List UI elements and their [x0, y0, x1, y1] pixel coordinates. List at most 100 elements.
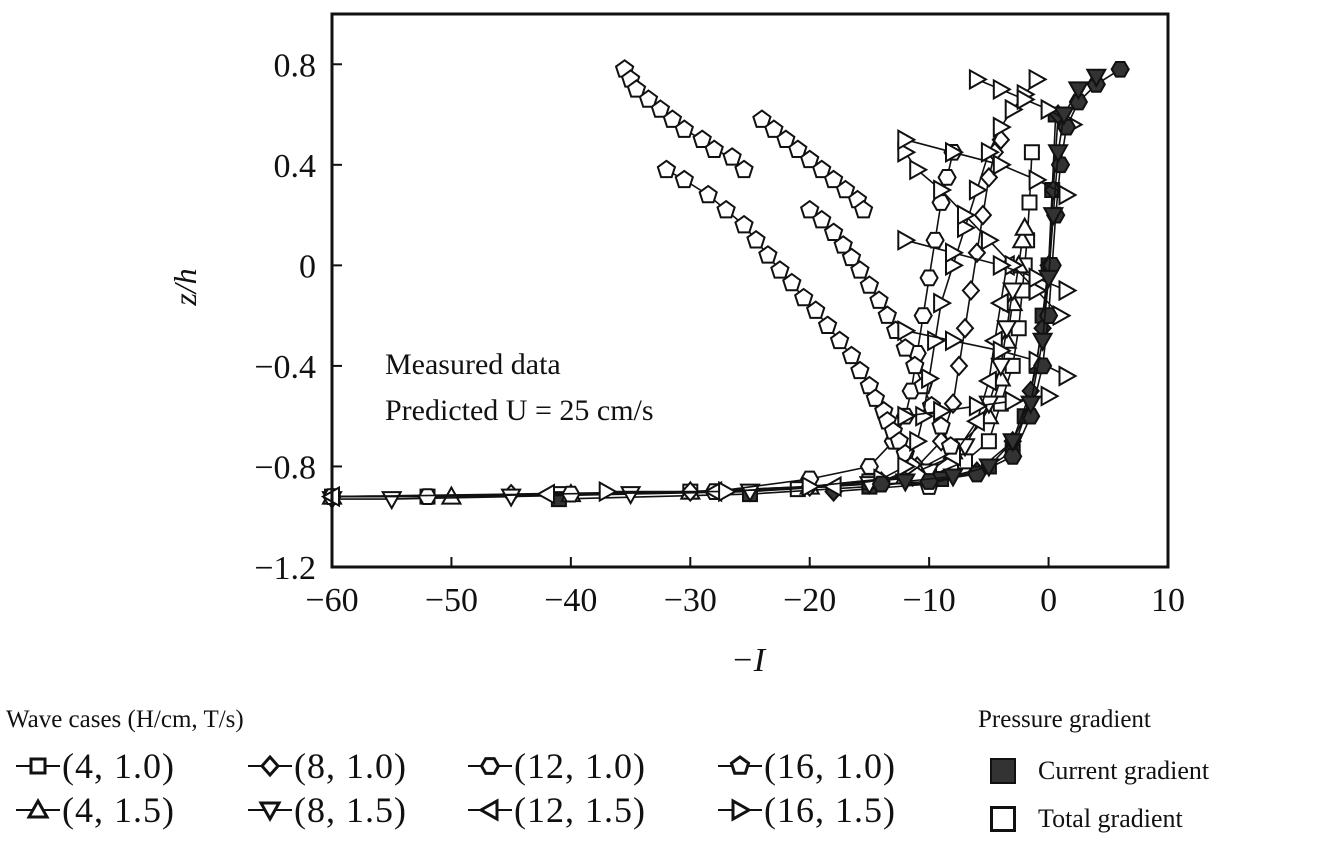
- data-point: [909, 159, 929, 181]
- data-point: [698, 184, 718, 204]
- data-point: [945, 254, 965, 277]
- data-point: [380, 491, 403, 511]
- data-point: [662, 109, 683, 128]
- data-point: [598, 480, 618, 503]
- y-tick-label: −0.4: [254, 349, 316, 386]
- data-point: [674, 169, 695, 189]
- current-gradient-label: Current gradient: [1038, 756, 1210, 785]
- data-point: [945, 330, 965, 352]
- data-point: [919, 269, 939, 287]
- data-point: [1010, 320, 1027, 337]
- data-point: [841, 247, 862, 267]
- data-point: [853, 199, 874, 219]
- series-12: [598, 68, 1048, 503]
- data-point: [1028, 279, 1048, 302]
- data-point: [1042, 207, 1065, 227]
- data-point: [989, 292, 1009, 314]
- data-point: [965, 410, 985, 432]
- data-point: [1004, 357, 1021, 374]
- data-point: [897, 455, 917, 478]
- legend-item: (16, 1.5): [716, 790, 896, 830]
- triangle-up-marker-icon: [16, 797, 60, 819]
- data-point: [1019, 395, 1042, 415]
- triangle-down-marker-icon: [248, 801, 292, 823]
- legend-label: (16, 1.5): [764, 790, 896, 830]
- data-point: [626, 79, 647, 98]
- data-point: [980, 229, 1000, 251]
- data-point: [961, 279, 981, 302]
- data-point: [897, 229, 917, 251]
- data-point: [823, 222, 844, 241]
- data-point: [1037, 269, 1060, 289]
- legend-item: (12, 1.0): [466, 746, 646, 786]
- data-point: [704, 139, 724, 158]
- data-point: [955, 317, 975, 339]
- data-point: [992, 116, 1012, 138]
- data-point: [718, 480, 738, 503]
- annotation-predicted: Predicted U = 25 cm/s: [385, 394, 654, 427]
- data-point: [992, 154, 1012, 176]
- legend-label: (12, 1.0): [514, 746, 646, 786]
- data-point: [835, 179, 856, 199]
- square-marker-icon: [16, 757, 60, 775]
- data-point: [829, 330, 850, 350]
- x-tick-label: 0: [1040, 582, 1057, 619]
- data-point: [764, 119, 784, 138]
- data-point: [895, 338, 916, 357]
- data-point: [1047, 144, 1069, 164]
- data-point: [1013, 216, 1036, 236]
- pressure-legend-current: Current gradient: [990, 756, 1209, 786]
- data-point: [1004, 98, 1024, 121]
- data-point: [793, 287, 814, 307]
- data-point: [940, 436, 961, 455]
- data-point: [1003, 448, 1023, 465]
- data-point: [1011, 229, 1034, 249]
- series-18: [897, 128, 1078, 206]
- chart-svg: −60 −50 −40 −30 −20 −10 0 10 0.8 0.4 0 −0.4 −0.8 −1.2…: [167, 12, 1185, 679]
- plot-frame: [330, 12, 1170, 569]
- data-point: [877, 305, 898, 324]
- wave-cases-legend-title: Wave cases (H/cm, T/s): [6, 706, 244, 733]
- data-point: [758, 245, 778, 264]
- data-point: [968, 179, 988, 201]
- legend-item: (4, 1.0): [14, 746, 175, 786]
- data-point: [801, 475, 821, 498]
- x-tick-label: −60: [305, 582, 358, 619]
- data-point: [919, 473, 939, 490]
- pressure-gradient-title: Pressure gradient: [978, 706, 1151, 733]
- data-point: [650, 99, 671, 118]
- data-point: [746, 229, 766, 249]
- data-point: [925, 231, 945, 249]
- data-point: [811, 159, 832, 179]
- data-point: [859, 275, 880, 294]
- data-point: [692, 129, 712, 148]
- data-point: [978, 458, 1000, 478]
- data-point: [1021, 194, 1038, 211]
- data-point: [770, 260, 790, 279]
- data-point: [788, 139, 808, 158]
- y-tick-label: 0.8: [274, 47, 317, 84]
- y-tick-label: 0: [299, 248, 316, 285]
- data-point: [980, 141, 1000, 164]
- wave-cases-legend: Wave cases (H/cm, T/s) (4, 1.0) (8, 1.0)(…: [6, 706, 966, 846]
- x-tick-label: −20: [783, 582, 836, 619]
- data-point: [850, 360, 870, 380]
- y-axis-label: z/h: [167, 268, 203, 306]
- data-point: [799, 199, 820, 219]
- data-point: [1058, 184, 1078, 206]
- total-gradient-swatch-icon: [990, 806, 1016, 832]
- legend-item: (12, 1.5): [466, 790, 646, 830]
- data-point: [1028, 169, 1048, 191]
- data-point: [945, 141, 965, 164]
- series-10: [752, 109, 874, 219]
- data-point: [833, 235, 853, 254]
- data-point: [1038, 307, 1059, 324]
- x-tick-label: −10: [903, 582, 956, 619]
- data-point: [992, 395, 1009, 412]
- data-point: [973, 204, 993, 226]
- data-point: [674, 119, 695, 138]
- data-point: [1016, 88, 1036, 111]
- data-point: [897, 128, 917, 151]
- data-point: [957, 216, 977, 239]
- data-point: [799, 149, 820, 169]
